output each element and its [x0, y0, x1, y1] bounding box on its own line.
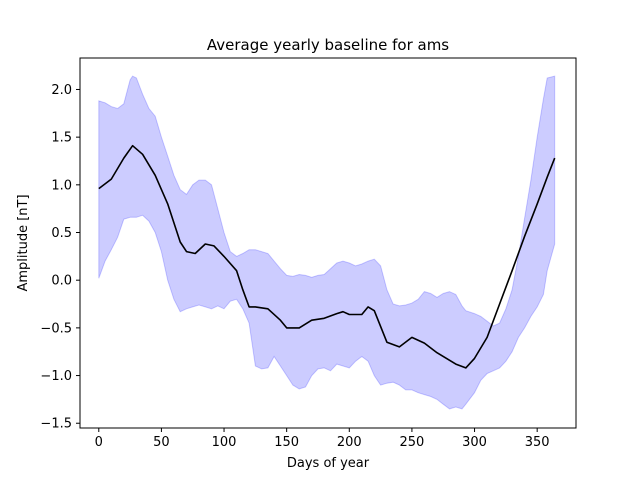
mean-line	[98, 144, 556, 369]
x-tick-label: 300	[462, 435, 487, 450]
x-tick-label: 100	[212, 435, 237, 450]
plot-area	[79, 57, 577, 429]
x-tick-label: 200	[337, 435, 362, 450]
y-tick-label: 0.0	[51, 274, 72, 289]
axes-frame	[79, 57, 577, 429]
chart-title: Average yearly baseline for ams	[207, 36, 449, 54]
y-tick-label: −0.5	[40, 321, 72, 336]
x-axis: 0 50 100 150 200 250 300 350	[95, 428, 550, 450]
x-tick-label: 50	[153, 435, 170, 450]
x-tick-label: 350	[525, 435, 550, 450]
y-tick-label: 1.5	[51, 131, 72, 146]
x-tick-label: 250	[400, 435, 425, 450]
confidence-band	[98, 75, 556, 410]
y-tick-label: 2.0	[51, 83, 72, 98]
x-axis-label: Days of year	[287, 456, 370, 471]
y-tick-label: 1.0	[51, 178, 72, 193]
y-tick-label: 0.5	[51, 226, 72, 241]
x-tick-label: 0	[95, 435, 103, 450]
x-tick-label: 150	[274, 435, 299, 450]
y-tick-label: −1.5	[40, 417, 72, 432]
y-tick-label: −1.0	[40, 369, 72, 384]
y-axis-label: Amplitude [nT]	[16, 194, 31, 291]
y-axis: −1.5 −1.0 −0.5 0.0 0.5 1.0 1.5 2.0	[40, 83, 80, 432]
